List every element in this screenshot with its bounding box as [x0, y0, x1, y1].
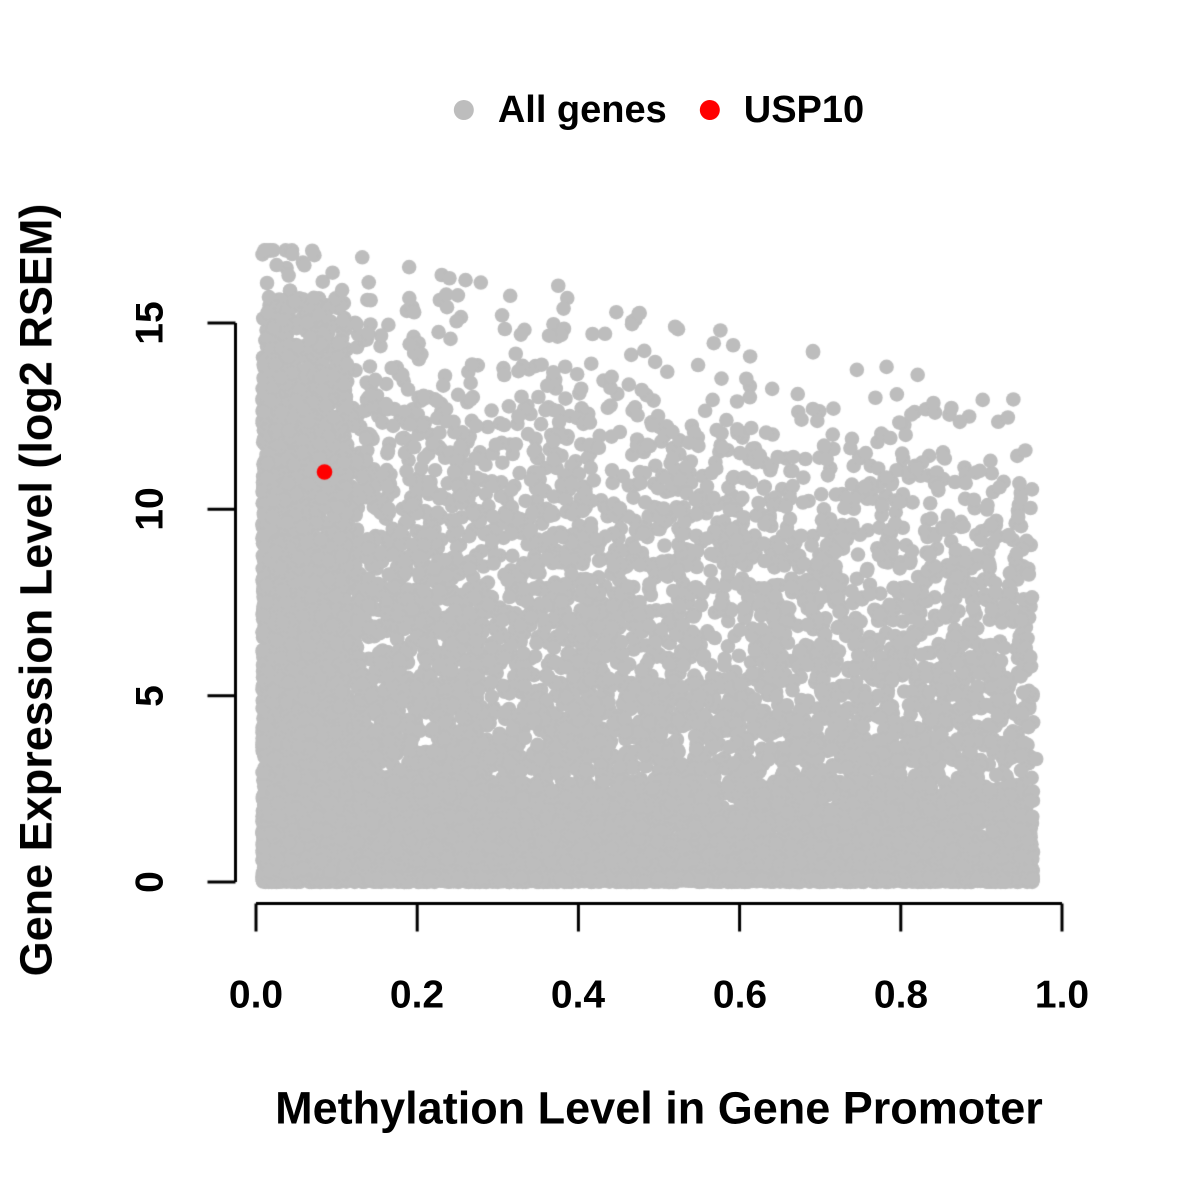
- legend-label-all-genes: All genes: [497, 89, 667, 131]
- x-tick-label-0.0: 0.0: [228, 973, 284, 1017]
- x-tick-label-0.4: 0.4: [550, 973, 606, 1017]
- x-tick-label-0.8: 0.8: [873, 973, 929, 1017]
- y-tick-label-5: 5: [128, 685, 172, 707]
- legend-item-usp10: USP10: [699, 89, 865, 131]
- legend-label-usp10: USP10: [743, 89, 865, 131]
- legend-item-all-genes: All genes: [453, 89, 667, 131]
- x-axis-title: Methylation Level in Gene Promoter: [275, 1082, 1043, 1134]
- y-tick-label-10: 10: [128, 487, 172, 531]
- legend: All genes USP10: [453, 89, 865, 131]
- usp10-marker-icon: [699, 100, 720, 120]
- all-genes-marker-icon: [453, 100, 474, 120]
- x-tick-label-0.6: 0.6: [712, 973, 768, 1017]
- y-tick-label-15: 15: [128, 301, 172, 345]
- y-axis-title: Gene Expression Level (log2 RSEM): [10, 203, 62, 977]
- x-tick-label-0.2: 0.2: [389, 973, 445, 1017]
- x-tick-label-1.0: 1.0: [1034, 973, 1090, 1017]
- y-tick-label-0: 0: [128, 871, 172, 893]
